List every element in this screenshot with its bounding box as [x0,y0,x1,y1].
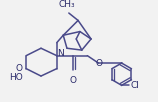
Text: Cl: Cl [131,81,140,90]
Text: N: N [57,49,64,58]
Text: HO: HO [9,73,22,82]
Text: O: O [96,59,103,69]
Text: CH₃: CH₃ [59,0,75,9]
Text: O: O [69,76,76,85]
Text: O: O [15,64,22,73]
